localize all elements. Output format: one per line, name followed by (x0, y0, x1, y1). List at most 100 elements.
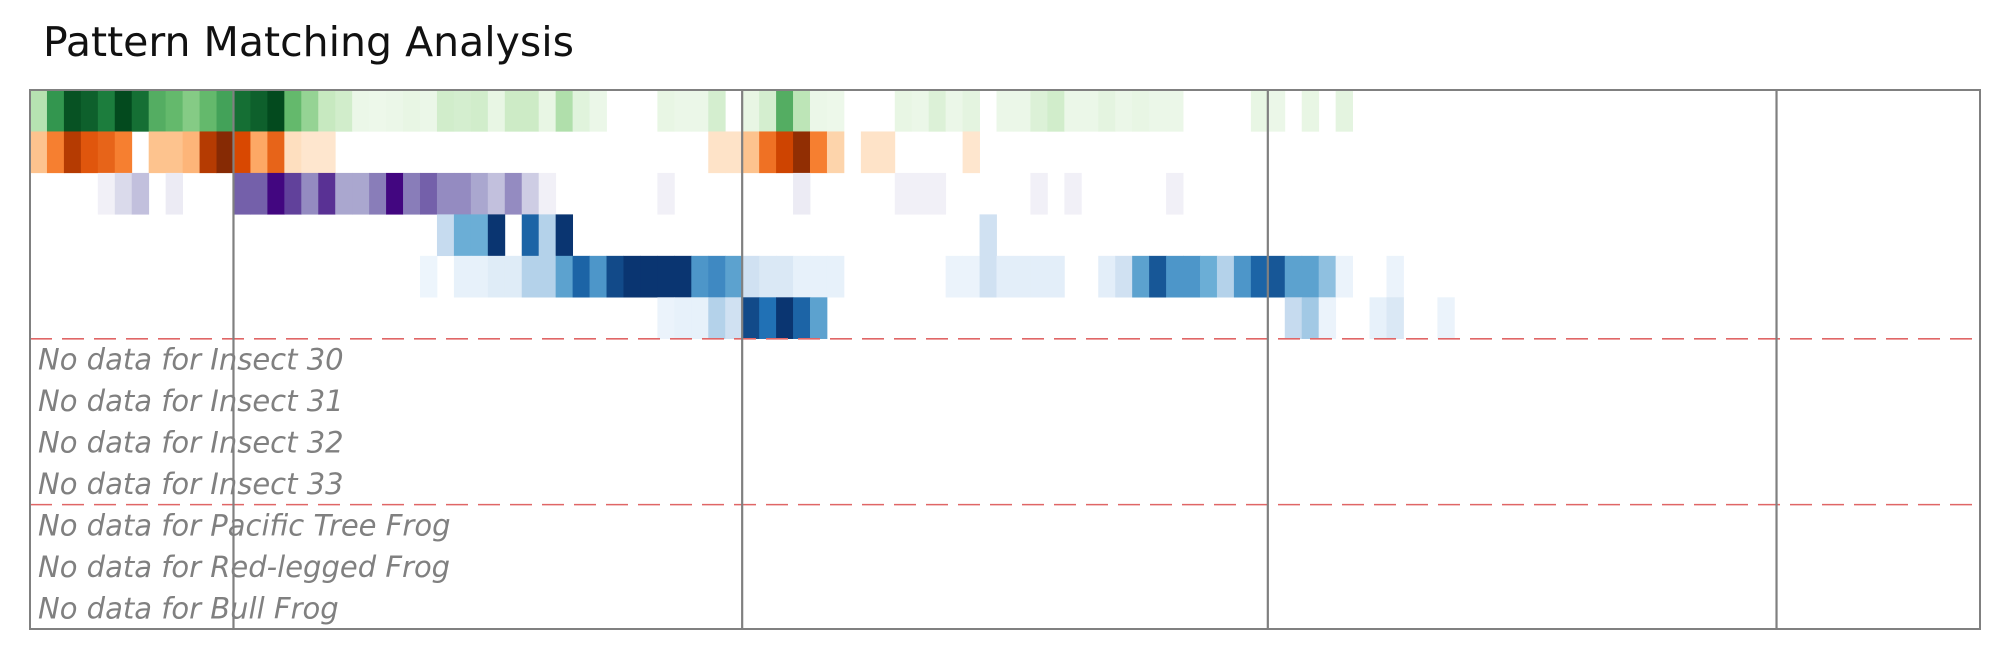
heatmap-cell (538, 90, 557, 132)
heatmap-cell (165, 172, 184, 215)
heatmap-cell (776, 90, 794, 132)
heatmap-cell (962, 131, 980, 174)
heatmap-cell (199, 131, 217, 174)
heatmap-cell (674, 297, 692, 339)
heatmap-cell (1369, 297, 1387, 339)
heatmap-cell (793, 297, 811, 339)
heatmap-cell (996, 90, 1014, 132)
heatmap-cell (521, 214, 540, 257)
heatmap-cell (1149, 255, 1167, 298)
heatmap-cell (691, 297, 709, 339)
heatmap-cell (640, 255, 658, 298)
heatmap-cell (860, 131, 879, 174)
heatmap-cell (1318, 297, 1337, 339)
heatmap-cell (572, 255, 590, 298)
heatmap-cell (114, 172, 133, 215)
no-data-label: No data for Bull Frog (38, 591, 339, 625)
heatmap-cell (521, 255, 540, 298)
heatmap-cell (759, 90, 777, 132)
heatmap-cell (1386, 297, 1404, 339)
heatmap-cell (606, 255, 624, 298)
heatmap-cell (335, 172, 353, 215)
heatmap-cell (589, 255, 607, 298)
heatmap-cell (420, 255, 438, 298)
no-data-label: No data for Insect 31 (38, 384, 344, 418)
heatmap-cell (1132, 255, 1150, 298)
heatmap-cell (267, 172, 285, 215)
heatmap-cell (776, 297, 794, 339)
heatmap-cell (911, 90, 930, 132)
heatmap-cell (301, 172, 319, 215)
heatmap-cell (318, 172, 336, 215)
heatmap-cell (97, 131, 116, 174)
heatmap-cell (1335, 255, 1354, 298)
heatmap-cell (453, 255, 472, 298)
heatmap-cell (945, 255, 964, 298)
heatmap-cell (1284, 255, 1303, 298)
heatmap-cell (420, 90, 438, 132)
heatmap-cell (504, 255, 523, 298)
heatmap-cell (877, 131, 896, 174)
heatmap-cell (284, 90, 302, 132)
heatmap-cell (1030, 255, 1048, 298)
heatmap-cell (1132, 90, 1150, 132)
heatmap-cell (538, 214, 557, 257)
heatmap-cell (793, 131, 811, 174)
heatmap-cell (30, 131, 48, 174)
heatmap-cell (810, 90, 828, 132)
heatmap-cell (996, 255, 1014, 298)
heatmap-cell (114, 131, 133, 174)
heatmap-cell (928, 90, 947, 132)
heatmap-cell (301, 90, 319, 132)
heatmap-cell (216, 90, 234, 132)
heatmap-cell (97, 172, 116, 215)
heatmap-cell (1301, 90, 1320, 132)
heatmap-cell (742, 297, 760, 339)
heatmap-cell (318, 131, 336, 174)
heatmap-cell (30, 90, 48, 132)
heatmap-cell (810, 297, 828, 339)
heatmap-cell (436, 90, 455, 132)
heatmap-cell (403, 172, 421, 215)
heatmap-cell (148, 90, 167, 132)
heatmap-cell (97, 90, 116, 132)
heatmap-cell (826, 255, 845, 298)
heatmap-cell (284, 131, 302, 174)
heatmap-cell (63, 131, 82, 174)
heatmap-cell (114, 90, 133, 132)
heatmap-cell (725, 131, 743, 174)
heatmap-cell (487, 255, 506, 298)
heatmap-cell (80, 90, 99, 132)
heatmap-cell (691, 90, 709, 132)
chart-title: Pattern Matching Analysis (43, 18, 574, 66)
heatmap-cell (453, 90, 472, 132)
heatmap-cell (470, 90, 489, 132)
heatmap-cell (962, 255, 980, 298)
heatmap-cell (1250, 255, 1269, 298)
heatmap-cell (284, 172, 302, 215)
heatmap-cell (1233, 255, 1252, 298)
heatmap-cell (1284, 297, 1303, 339)
no-data-label: No data for Insect 30 (38, 343, 344, 377)
heatmap-cell (46, 90, 65, 132)
heatmap-cell (165, 131, 184, 174)
heatmap-cell (216, 131, 234, 174)
heatmap-cell (1115, 90, 1133, 132)
heatmap-cell (555, 214, 574, 257)
heatmap-cell (521, 90, 540, 132)
heatmap-cell (46, 131, 65, 174)
heatmap-cell (182, 131, 200, 174)
heatmap-cell (962, 90, 980, 132)
heatmap-cell (776, 255, 794, 298)
heatmap-cell (1047, 255, 1065, 298)
heatmap-cell (453, 172, 472, 215)
heatmap-cell (131, 172, 150, 215)
heatmap-cell (1030, 172, 1048, 215)
heatmap-cell (589, 90, 607, 132)
heatmap-cell (131, 90, 150, 132)
heatmap-cells (30, 90, 1455, 339)
heatmap-cell (810, 255, 828, 298)
heatmap-cell (538, 255, 557, 298)
